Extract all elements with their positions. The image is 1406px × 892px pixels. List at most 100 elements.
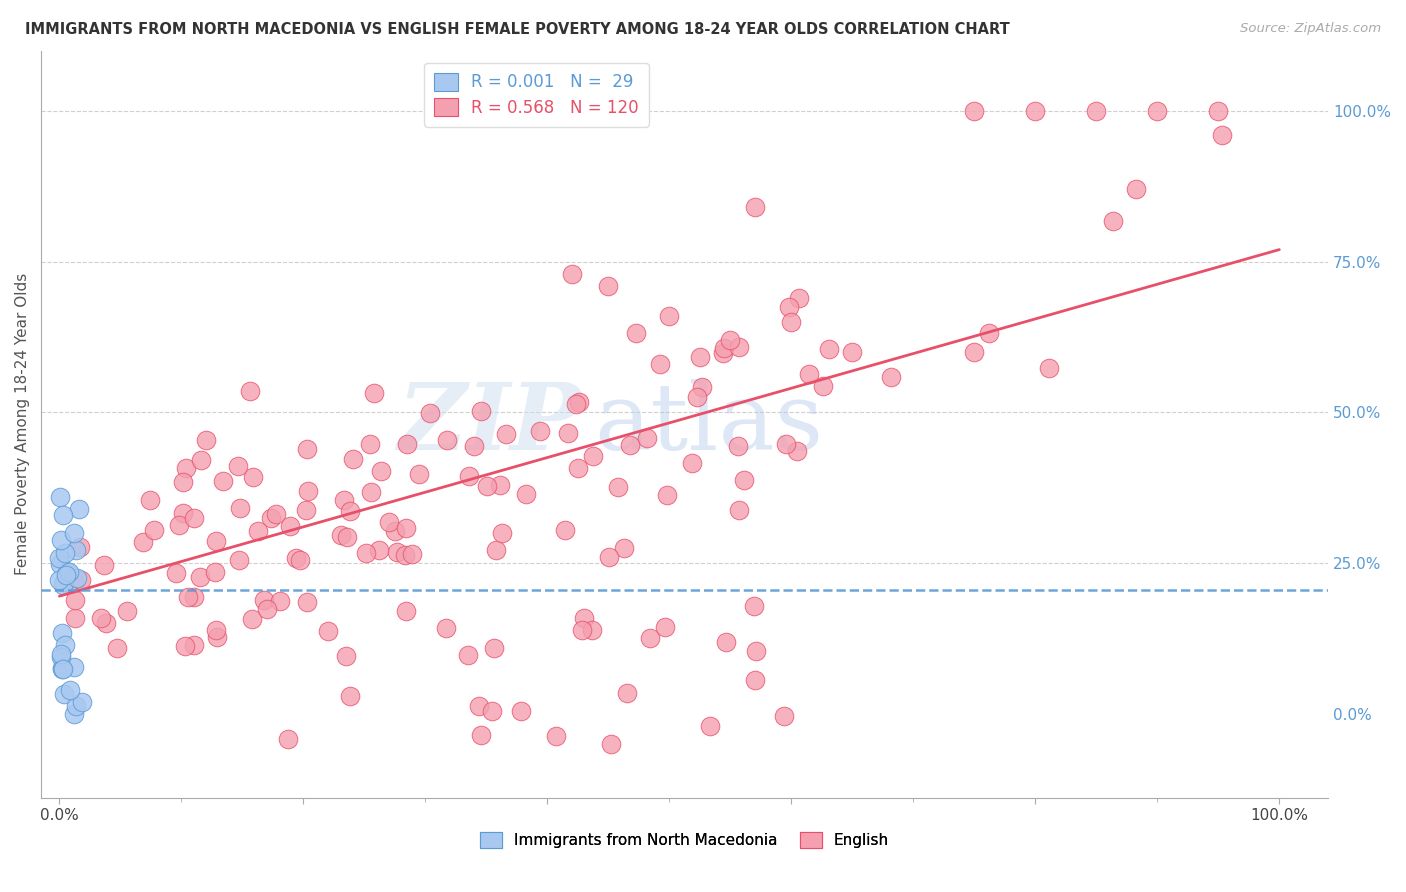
- Point: [368, 543, 391, 558]
- Point: [468, 699, 491, 714]
- Point: [94, 616, 117, 631]
- Point: [554, 523, 576, 537]
- Point: [342, 451, 364, 466]
- Point: [51, 626, 73, 640]
- Point: [401, 548, 423, 562]
- Point: [598, 278, 620, 293]
- Point: [818, 342, 841, 356]
- Point: [339, 504, 361, 518]
- Point: [53, 546, 76, 560]
- Point: [1208, 103, 1230, 118]
- Point: [979, 326, 1001, 341]
- Point: [544, 730, 567, 744]
- Point: [1038, 360, 1060, 375]
- Point: [360, 485, 382, 500]
- Point: [650, 357, 672, 371]
- Point: [1146, 103, 1168, 118]
- Point: [51, 661, 73, 675]
- Point: [177, 590, 200, 604]
- Point: [247, 524, 270, 538]
- Point: [728, 340, 751, 354]
- Point: [780, 315, 803, 329]
- Point: [63, 575, 86, 590]
- Point: [786, 443, 808, 458]
- Point: [260, 511, 283, 525]
- Point: [638, 631, 661, 645]
- Point: [395, 521, 418, 535]
- Point: [278, 519, 301, 533]
- Point: [56, 566, 79, 580]
- Point: [252, 593, 274, 607]
- Point: [288, 553, 311, 567]
- Point: [204, 566, 226, 580]
- Point: [359, 436, 381, 450]
- Point: [744, 200, 766, 214]
- Point: [205, 631, 228, 645]
- Point: [495, 427, 517, 442]
- Point: [470, 728, 492, 742]
- Point: [458, 468, 481, 483]
- Point: [491, 526, 513, 541]
- Point: [172, 475, 194, 489]
- Point: [65, 542, 87, 557]
- Point: [727, 439, 749, 453]
- Point: [745, 643, 768, 657]
- Point: [65, 698, 87, 713]
- Point: [62, 525, 84, 540]
- Point: [598, 549, 620, 564]
- Point: [616, 685, 638, 699]
- Point: [1085, 103, 1108, 118]
- Point: [90, 611, 112, 625]
- Point: [574, 610, 596, 624]
- Point: [333, 492, 356, 507]
- Point: [63, 706, 86, 721]
- Point: [434, 621, 457, 635]
- Point: [600, 737, 623, 751]
- Point: [330, 528, 353, 542]
- Point: [378, 515, 401, 529]
- Point: [228, 553, 250, 567]
- Point: [63, 592, 86, 607]
- Point: [612, 541, 634, 556]
- Point: [174, 461, 197, 475]
- Point: [457, 648, 479, 662]
- Point: [48, 550, 70, 565]
- Text: Source: ZipAtlas.com: Source: ZipAtlas.com: [1240, 22, 1381, 36]
- Point: [370, 464, 392, 478]
- Point: [240, 612, 263, 626]
- Point: [52, 575, 75, 590]
- Point: [49, 647, 72, 661]
- Point: [242, 469, 264, 483]
- Point: [49, 490, 72, 504]
- Point: [65, 610, 87, 624]
- Point: [624, 326, 647, 340]
- Point: [53, 687, 76, 701]
- Point: [565, 397, 588, 411]
- Point: [284, 551, 307, 566]
- Point: [229, 501, 252, 516]
- Point: [485, 542, 508, 557]
- Point: [775, 436, 797, 450]
- Point: [716, 634, 738, 648]
- Point: [356, 546, 378, 560]
- Point: [515, 487, 537, 501]
- Point: [105, 640, 128, 655]
- Point: [194, 433, 217, 447]
- Point: [70, 573, 93, 587]
- Point: [681, 457, 703, 471]
- Point: [51, 662, 73, 676]
- Point: [482, 640, 505, 655]
- Point: [436, 433, 458, 447]
- Point: [48, 557, 70, 571]
- Point: [582, 449, 605, 463]
- Point: [384, 524, 406, 538]
- Point: [470, 404, 492, 418]
- Y-axis label: Female Poverty Among 18-24 Year Olds: Female Poverty Among 18-24 Year Olds: [15, 273, 30, 575]
- Point: [58, 565, 80, 579]
- Point: [239, 384, 262, 398]
- Point: [394, 548, 416, 562]
- Point: [167, 518, 190, 533]
- Point: [294, 503, 316, 517]
- Point: [52, 578, 75, 592]
- Point: [183, 511, 205, 525]
